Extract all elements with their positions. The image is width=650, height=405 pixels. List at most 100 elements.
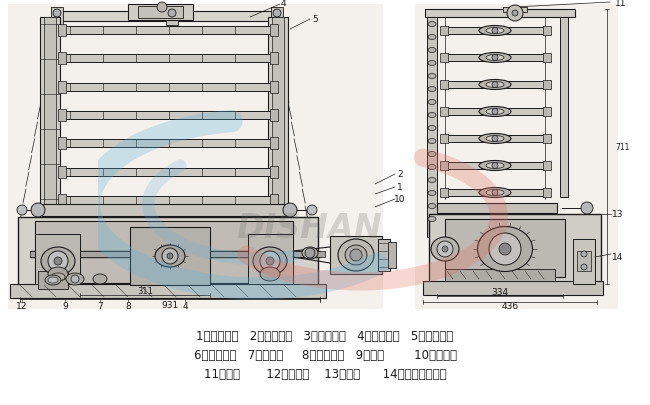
Ellipse shape	[479, 161, 511, 171]
Bar	[437, 203, 557, 213]
Bar	[423, 281, 603, 295]
Bar	[44, 18, 56, 232]
Bar	[560, 18, 568, 198]
Bar	[58, 194, 66, 207]
Ellipse shape	[428, 152, 436, 157]
Circle shape	[157, 3, 167, 13]
Bar	[58, 138, 66, 150]
Bar	[440, 27, 448, 36]
Bar	[543, 135, 551, 144]
Ellipse shape	[302, 247, 318, 259]
Ellipse shape	[479, 188, 511, 198]
Circle shape	[260, 252, 280, 271]
Ellipse shape	[479, 107, 511, 117]
Bar	[62, 27, 274, 35]
Bar	[270, 53, 278, 65]
Ellipse shape	[479, 53, 511, 63]
Bar	[138, 7, 183, 19]
Ellipse shape	[66, 273, 84, 285]
Bar	[270, 25, 278, 37]
Circle shape	[442, 246, 448, 252]
Text: 931: 931	[161, 301, 179, 310]
Bar	[270, 81, 278, 94]
Ellipse shape	[253, 247, 287, 275]
Bar	[443, 109, 547, 116]
Bar	[58, 110, 66, 122]
Circle shape	[168, 10, 176, 18]
Circle shape	[17, 205, 27, 215]
Ellipse shape	[428, 191, 436, 196]
Ellipse shape	[479, 26, 511, 36]
Bar	[388, 243, 396, 269]
Circle shape	[273, 10, 281, 18]
Text: 11: 11	[615, 0, 627, 7]
Text: 9: 9	[62, 302, 68, 311]
Bar	[440, 108, 448, 117]
Text: 1: 1	[397, 183, 403, 192]
Ellipse shape	[48, 277, 58, 284]
Ellipse shape	[486, 28, 504, 34]
Bar	[415, 5, 618, 309]
Text: 10: 10	[395, 195, 406, 204]
Ellipse shape	[428, 74, 436, 79]
Bar	[503, 8, 527, 13]
Ellipse shape	[51, 273, 65, 281]
Bar	[440, 135, 448, 144]
Text: DISHAN: DISHAN	[236, 212, 382, 245]
Text: 5: 5	[312, 15, 318, 23]
Text: 4: 4	[182, 302, 188, 311]
Circle shape	[167, 254, 173, 259]
Bar	[445, 220, 565, 277]
Circle shape	[31, 203, 45, 217]
Bar	[62, 83, 274, 92]
Ellipse shape	[93, 274, 107, 284]
Bar	[30, 252, 325, 257]
Ellipse shape	[48, 267, 68, 281]
Bar	[55, 12, 275, 22]
Bar	[440, 54, 448, 63]
Ellipse shape	[345, 245, 367, 265]
Ellipse shape	[45, 275, 61, 285]
Text: 1、传动主轴   2、小斜齿轮   3、大斜齿轮   4、上偏心轮   5、下偏心轮: 1、传动主轴 2、小斜齿轮 3、大斜齿轮 4、上偏心轮 5、下偏心轮	[196, 329, 454, 342]
Bar	[440, 162, 448, 171]
Bar	[270, 110, 278, 122]
Ellipse shape	[428, 35, 436, 41]
Circle shape	[54, 257, 62, 265]
Text: 11、捕快       12、甩油器    13、螺塔      14、自动停车装置: 11、捕快 12、甩油器 13、螺塔 14、自动停车装置	[203, 367, 447, 380]
Text: 7: 7	[97, 302, 103, 311]
Bar	[18, 217, 318, 292]
Bar	[443, 162, 547, 170]
Bar	[445, 269, 555, 281]
Ellipse shape	[428, 87, 436, 92]
Bar	[543, 189, 551, 198]
Text: 8: 8	[125, 302, 131, 311]
Circle shape	[307, 205, 317, 215]
Ellipse shape	[428, 178, 436, 183]
Bar	[543, 162, 551, 171]
Circle shape	[48, 252, 68, 271]
Text: 14: 14	[612, 253, 623, 262]
Ellipse shape	[260, 267, 280, 281]
Circle shape	[581, 252, 587, 257]
Bar	[443, 55, 547, 62]
Bar	[443, 190, 547, 196]
Bar	[443, 82, 547, 89]
Circle shape	[492, 109, 498, 115]
Bar	[130, 228, 210, 285]
Bar	[62, 112, 274, 120]
Circle shape	[437, 241, 453, 257]
Circle shape	[489, 233, 521, 265]
Text: 6、小斜齿轮   7、凸轮轴     8、大斜齿轮   9、凸轮        10、跳动杆: 6、小斜齿轮 7、凸轮轴 8、大斜齿轮 9、凸轮 10、跳动杆	[194, 348, 456, 361]
Ellipse shape	[486, 136, 504, 142]
Ellipse shape	[41, 247, 75, 275]
Bar	[10, 284, 326, 298]
Bar	[35, 234, 80, 284]
Bar	[270, 138, 278, 150]
Ellipse shape	[486, 163, 504, 169]
Bar	[543, 27, 551, 36]
Text: 436: 436	[501, 302, 519, 311]
Text: 711: 711	[615, 143, 629, 152]
Circle shape	[499, 243, 511, 256]
Circle shape	[492, 82, 498, 88]
Circle shape	[71, 275, 79, 284]
